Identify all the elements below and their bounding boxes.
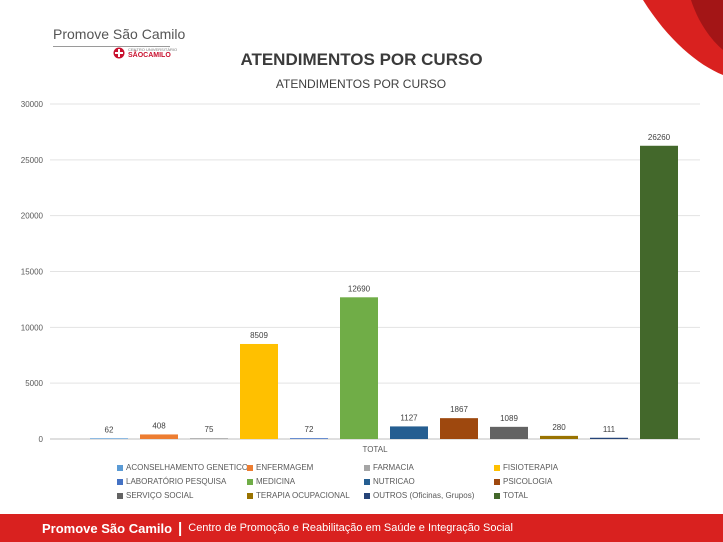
bar <box>440 418 478 439</box>
legend-label: FISIOTERAPIA <box>503 463 559 472</box>
cross-emblem-icon <box>113 47 125 59</box>
y-tick-label: 0 <box>39 435 44 444</box>
y-tick-label: 15000 <box>21 268 44 277</box>
legend-label: LABORATÓRIO PESQUISA <box>126 477 227 486</box>
data-label: 280 <box>552 423 566 432</box>
legend-item: NUTRICAO <box>364 477 494 486</box>
legend-swatch <box>364 464 370 471</box>
data-label: 26260 <box>648 133 671 142</box>
chart-title: ATENDIMENTOS POR CURSO <box>276 77 446 91</box>
brand-divider <box>53 46 170 47</box>
legend-swatch <box>117 478 123 485</box>
brand-sub-big-text: SÃOCAMILO <box>128 51 171 59</box>
footer-bar: Promove São Camilo | Centro de Promoção … <box>0 514 723 542</box>
legend-item: TERAPIA OCUPACIONAL <box>247 491 364 500</box>
legend-swatch <box>117 464 123 471</box>
legend-swatch <box>494 478 500 485</box>
legend-label: SERVIÇO SOCIAL <box>126 491 194 500</box>
x-category-label: TOTAL <box>362 445 388 454</box>
legend-item: OUTROS (Oficinas, Grupos) <box>364 491 494 500</box>
data-label: 408 <box>152 421 166 430</box>
legend-item: TOTAL <box>494 491 694 500</box>
y-tick-label: 10000 <box>21 323 44 332</box>
bar <box>490 426 528 439</box>
legend-label: ACONSELHAMENTO GENETICO <box>126 463 249 472</box>
legend-item: FISIOTERAPIA <box>494 463 694 472</box>
legend-label: MEDICINA <box>256 477 296 486</box>
brand-logo: Promove São Camilo CENTRO UNIVERSITÁRIO … <box>53 26 186 59</box>
y-tick-label: 30000 <box>21 100 44 109</box>
data-label: 12690 <box>348 284 371 293</box>
legend-swatch <box>247 478 253 485</box>
data-label: 75 <box>205 425 214 434</box>
legend-item: ENFERMAGEM <box>247 463 364 472</box>
legend-swatch <box>494 464 500 471</box>
data-label: 111 <box>603 425 616 434</box>
legend-label: TOTAL <box>503 491 529 500</box>
legend-swatch <box>247 492 253 499</box>
y-tick-label: 5000 <box>25 379 43 388</box>
data-label: 72 <box>305 425 314 434</box>
legend-swatch <box>364 478 370 485</box>
bar <box>290 438 328 439</box>
footer-brand: Promove São Camilo <box>42 520 173 536</box>
brand-sub-logo: CENTRO UNIVERSITÁRIO SÃOCAMILO <box>113 47 177 59</box>
legend-item: ACONSELHAMENTO GENETICO <box>117 463 249 472</box>
bar <box>140 434 178 439</box>
data-label: 62 <box>105 425 114 434</box>
legend-item: MEDICINA <box>247 477 364 486</box>
bar <box>590 437 628 439</box>
legend-item: SERVIÇO SOCIAL <box>117 491 247 500</box>
corner-decoration <box>643 0 723 75</box>
bar <box>190 438 228 439</box>
footer-text: Centro de Promoção e Reabilitação em Saú… <box>188 522 513 534</box>
slide-title: ATENDIMENTOS POR CURSO <box>240 50 483 69</box>
legend-label: ENFERMAGEM <box>256 463 314 472</box>
legend-item: PSICOLOGIA <box>494 477 694 486</box>
bar <box>390 426 428 439</box>
y-tick-label: 20000 <box>21 212 44 221</box>
brand-title: Promove São Camilo <box>53 26 186 42</box>
bar <box>90 438 128 439</box>
bar <box>540 435 578 439</box>
data-label: 8509 <box>250 331 268 340</box>
legend-label: NUTRICAO <box>373 477 415 486</box>
footer-separator: | <box>178 519 183 537</box>
data-label: 1127 <box>400 413 418 422</box>
bar <box>340 297 378 439</box>
bar <box>240 343 278 439</box>
legend-item: FARMACIA <box>364 463 494 472</box>
data-label: 1867 <box>450 405 468 414</box>
bar <box>640 145 678 439</box>
legend-item: LABORATÓRIO PESQUISA <box>117 477 247 486</box>
y-tick-label: 25000 <box>21 156 44 165</box>
chart-legend: ACONSELHAMENTO GENETICO ENFERMAGEM FARMACI… <box>117 463 707 500</box>
legend-swatch <box>494 492 500 499</box>
brand-sub-small-text: CENTRO UNIVERSITÁRIO <box>128 46 178 52</box>
legend-swatch <box>364 492 370 499</box>
legend-swatch <box>117 492 123 499</box>
legend-label: OUTROS (Oficinas, Grupos) <box>373 491 475 500</box>
legend-label: FARMACIA <box>373 463 414 472</box>
data-label: 1089 <box>500 414 518 423</box>
legend-label: PSICOLOGIA <box>503 477 553 486</box>
legend-swatch <box>247 464 253 471</box>
legend-label: TERAPIA OCUPACIONAL <box>256 491 350 500</box>
